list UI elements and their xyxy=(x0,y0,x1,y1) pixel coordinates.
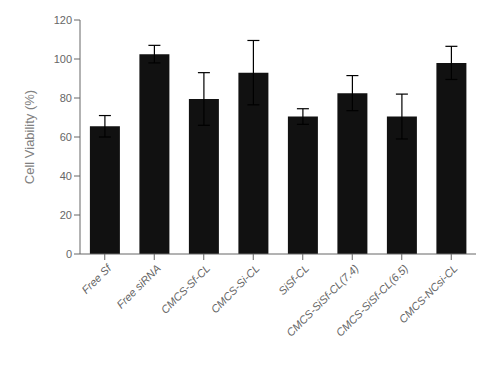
svg-text:60: 60 xyxy=(60,131,72,143)
svg-text:CMCS-Sf-CL: CMCS-Sf-CL xyxy=(158,262,212,316)
svg-text:Cell Viability (%): Cell Viability (%) xyxy=(22,90,37,184)
svg-text:0: 0 xyxy=(66,248,72,260)
svg-text:Free siRNA: Free siRNA xyxy=(114,262,163,311)
svg-text:CMCS-Si-CL: CMCS-Si-CL xyxy=(208,262,261,315)
svg-text:80: 80 xyxy=(60,92,72,104)
svg-text:CMCS-SiSf-CL(6.5): CMCS-SiSf-CL(6.5) xyxy=(333,262,410,339)
svg-text:120: 120 xyxy=(54,14,72,26)
svg-text:SiSf-CL: SiSf-CL xyxy=(276,262,311,297)
svg-text:Free Sf: Free Sf xyxy=(79,261,114,296)
svg-text:CMCS-SiSf-CL(7.4): CMCS-SiSf-CL(7.4) xyxy=(284,262,361,339)
svg-text:40: 40 xyxy=(60,170,72,182)
svg-text:CMCS-NCsi-CL: CMCS-NCsi-CL xyxy=(396,262,459,325)
svg-text:100: 100 xyxy=(54,53,72,65)
svg-text:20: 20 xyxy=(60,209,72,221)
